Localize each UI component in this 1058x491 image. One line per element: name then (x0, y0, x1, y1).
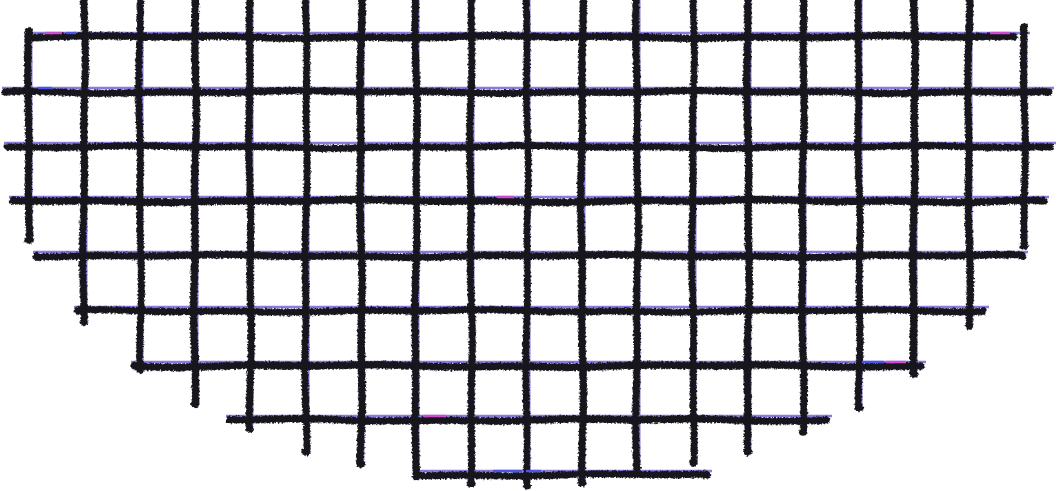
line-end-blob (73, 307, 83, 315)
ink-col-7 (411, 0, 421, 481)
line-end-blob (356, 460, 366, 468)
line-end-blob (225, 416, 235, 424)
line-end-blob (632, 464, 642, 472)
ink-col-16 (909, 0, 919, 378)
line-end-blob (1010, 33, 1018, 41)
ink-col-3 (189, 0, 201, 408)
ink-col-15 (854, 0, 864, 412)
line-end-blob (798, 428, 808, 436)
line-end-blob (79, 318, 89, 326)
line-end-blob (689, 459, 697, 467)
line-end-blob (245, 425, 255, 433)
ink-col-11 (632, 0, 642, 472)
line-end-blob (965, 322, 973, 330)
line-end-blob (979, 307, 987, 315)
speck-layer (38, 31, 1010, 473)
ink-col-10 (576, 0, 588, 487)
line-end-blob (915, 362, 925, 370)
line-end-blob (9, 197, 17, 205)
ink-col-18 (1019, 23, 1029, 250)
ink-col-8 (466, 0, 476, 488)
ink-col-17 (964, 0, 974, 330)
ink-col-12 (688, 0, 698, 467)
ink-col-4 (245, 0, 255, 433)
line-end-blob (909, 370, 919, 378)
line-end-blob (24, 27, 34, 35)
line-end-blob (1045, 143, 1055, 151)
ink-col-1 (79, 0, 89, 326)
line-end-blob (1038, 197, 1048, 205)
ink-col-2 (135, 0, 145, 374)
ink-col-5 (301, 0, 311, 456)
line-end-blob (577, 479, 587, 487)
ink-row-0 (24, 31, 1018, 42)
ink-row-8 (416, 470, 710, 480)
line-end-blob (466, 480, 476, 488)
line-end-blob (701, 471, 711, 479)
line-end-blob (301, 448, 311, 456)
line-end-blob (136, 366, 144, 374)
line-end-blob (522, 482, 532, 490)
line-end-blob (412, 473, 420, 481)
ink-col-13 (742, 0, 754, 456)
line-end-blob (1017, 252, 1027, 260)
line-end-blob (3, 143, 13, 151)
ink-col-0 (24, 27, 34, 244)
line-end-blob (190, 400, 200, 408)
line-end-blob (1, 88, 11, 96)
ink-col-6 (356, 0, 366, 468)
line-end-blob (743, 448, 753, 456)
line-end-blob (1043, 88, 1053, 96)
line-end-blob (854, 404, 864, 412)
line-end-blob (1019, 242, 1029, 250)
line-end-blob (32, 252, 42, 260)
line-end-blob (24, 236, 34, 244)
ink-col-9 (522, 0, 532, 490)
line-end-blob (821, 416, 831, 424)
ink-col-14 (798, 0, 808, 436)
line-end-blob (1019, 23, 1029, 31)
